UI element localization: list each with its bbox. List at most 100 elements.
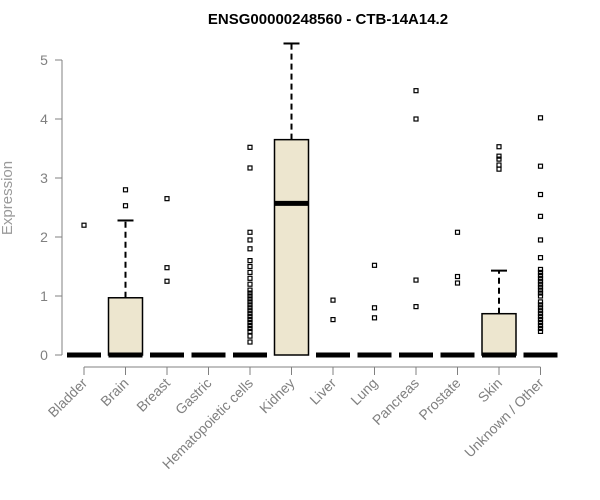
box-group <box>67 222 101 358</box>
outlier-point <box>247 287 253 293</box>
box-group <box>523 115 558 358</box>
outlier-point <box>454 280 461 286</box>
outlier-point <box>496 153 502 159</box>
outlier-point <box>537 308 544 314</box>
outlier-point <box>537 314 544 320</box>
outlier-point <box>247 237 253 243</box>
box-group <box>150 196 184 358</box>
outlier-point <box>247 325 253 332</box>
x-tick-label: Skin <box>475 375 506 406</box>
outlier-point <box>537 302 544 308</box>
outlier-point <box>413 116 419 122</box>
outlier-point <box>537 290 544 296</box>
outlier-point <box>496 162 502 168</box>
box-group <box>399 88 433 358</box>
outlier-point <box>496 144 502 150</box>
box-group <box>481 144 517 358</box>
box-group <box>107 187 144 358</box>
plot-area <box>67 42 558 358</box>
outlier-point <box>537 115 544 121</box>
x-tick-label: Liver <box>306 375 339 408</box>
outlier-point <box>247 308 253 314</box>
y-tick-label: 3 <box>40 170 48 186</box>
outlier-point <box>247 328 253 334</box>
outlier-point <box>537 269 544 275</box>
outlier-point <box>164 196 170 202</box>
x-tick-label: Breast <box>133 375 173 415</box>
outlier-point <box>537 237 544 243</box>
outlier-point <box>537 255 544 261</box>
outlier-point <box>537 191 544 198</box>
y-tick-label: 0 <box>40 347 48 363</box>
box-group <box>440 229 475 358</box>
outlier-point <box>413 277 419 283</box>
y-tick-label: 4 <box>40 111 48 127</box>
outlier-point <box>537 163 544 169</box>
outlier-point <box>247 319 253 326</box>
outlier-point <box>454 229 461 235</box>
outlier-point <box>247 281 253 287</box>
outlier-point <box>247 322 253 329</box>
x-tick-label: Lung <box>347 375 380 408</box>
outlier-point <box>122 187 129 193</box>
outlier-point <box>537 272 544 278</box>
outlier-point <box>81 222 87 228</box>
outlier-point <box>247 339 253 345</box>
outlier-point <box>247 275 253 281</box>
x-tick-label: Bladder <box>45 375 91 421</box>
outlier-point <box>247 246 253 252</box>
outlier-point <box>247 317 253 323</box>
x-tick-label: Prostate <box>415 375 463 423</box>
outlier-point <box>537 281 544 287</box>
box-group <box>357 262 392 358</box>
outlier-point <box>496 156 502 162</box>
outlier-point <box>371 315 378 321</box>
box-group <box>316 297 350 358</box>
outlier-point <box>537 299 544 305</box>
outlier-point <box>330 297 336 303</box>
outlier-point <box>247 296 253 302</box>
outlier-point <box>247 311 253 317</box>
outlier-point <box>164 278 170 284</box>
outlier-point <box>247 305 253 311</box>
x-tick-label: Brain <box>97 375 131 409</box>
x-tick-label: Unknown / Other <box>461 375 547 461</box>
y-tick-label: 1 <box>40 288 48 304</box>
outlier-point <box>413 88 419 94</box>
outlier-point <box>454 273 461 280</box>
outlier-point <box>537 311 544 317</box>
box-group <box>273 42 310 356</box>
chart-title: ENSG00000248560 - CTB-14A14.2 <box>208 11 448 28</box>
outlier-point <box>247 293 253 299</box>
outlier-point <box>164 265 170 271</box>
outlier-point <box>247 269 253 275</box>
x-tick-label: Kidney <box>256 375 298 417</box>
outlier-point <box>371 305 378 311</box>
outlier-point <box>247 165 253 171</box>
y-tick-label: 5 <box>40 52 48 68</box>
box-iqr <box>273 138 310 356</box>
outlier-point <box>247 229 253 235</box>
outlier-point <box>537 213 544 219</box>
outlier-point <box>537 293 544 299</box>
outlier-point <box>537 266 544 273</box>
outlier-point <box>247 263 253 270</box>
outlier-point <box>537 322 544 329</box>
outlier-point <box>537 278 544 284</box>
outlier-point <box>537 305 544 311</box>
y-axis-label: Expression <box>0 161 16 235</box>
outlier-point <box>247 333 253 339</box>
outlier-point <box>537 275 544 281</box>
box-iqr <box>481 312 517 356</box>
y-tick-label: 2 <box>40 229 48 245</box>
y-axis: 0 1 2 3 4 5 <box>40 52 63 363</box>
outlier-point <box>247 302 253 308</box>
outlier-point <box>247 290 253 296</box>
outlier-point <box>413 304 419 310</box>
outlier-point <box>537 287 544 293</box>
outlier-point <box>371 262 378 268</box>
box-iqr <box>107 297 144 356</box>
outlier-point <box>330 317 336 323</box>
